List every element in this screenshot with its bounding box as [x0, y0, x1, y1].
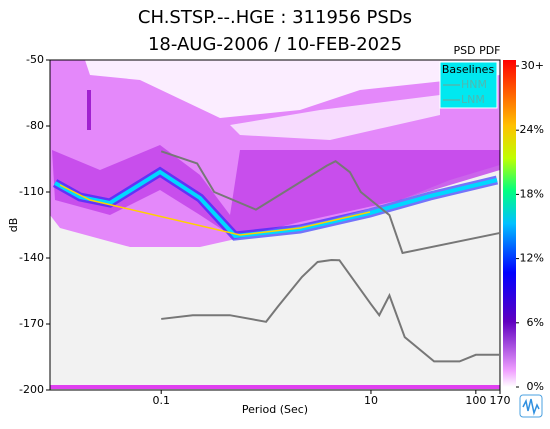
y-tick-label: -140: [19, 251, 44, 264]
baseline-line: [160, 150, 501, 255]
legend-title: Baselines: [442, 63, 495, 76]
y-tick-label: -170: [19, 317, 44, 330]
logo: [519, 394, 543, 418]
x-tick-label: 170: [490, 394, 511, 407]
y-label: dB: [7, 218, 20, 233]
colorbar-tick-label: 24%: [520, 123, 544, 136]
colorbar-tick-label: 18%: [520, 187, 544, 200]
x-label: Period (Sec): [242, 403, 308, 416]
density: [50, 60, 500, 389]
y-tick-label: -110: [19, 185, 44, 198]
colorbar-tick-label: 6%: [527, 316, 544, 329]
baseline-line: [161, 258, 500, 363]
y-tick-label: -50: [26, 53, 44, 66]
x-tick-label: 0.1: [152, 394, 170, 407]
y-tick-label: -200: [19, 383, 44, 396]
x-tick-label: 10: [364, 394, 378, 407]
title: CH.STSP.--.HGE : 311956 PSDs: [138, 7, 412, 28]
colorbar-tick-label: 0%: [527, 380, 544, 393]
colorbar-title: PSD PDF: [453, 44, 500, 57]
subtitle: 18-AUG-2006 / 10-FEB-2025: [148, 34, 402, 55]
legend-label: LNM: [461, 93, 485, 106]
y-tick-label: -80: [26, 119, 44, 132]
colorbar-tick-label: 30+: [521, 59, 544, 72]
x-tick-label: 100: [465, 394, 486, 407]
legend-label: HNM: [461, 78, 487, 91]
colorbar: [503, 60, 516, 387]
plot-frame: [49, 59, 501, 391]
colorbar-tick-label: 12%: [520, 252, 544, 265]
